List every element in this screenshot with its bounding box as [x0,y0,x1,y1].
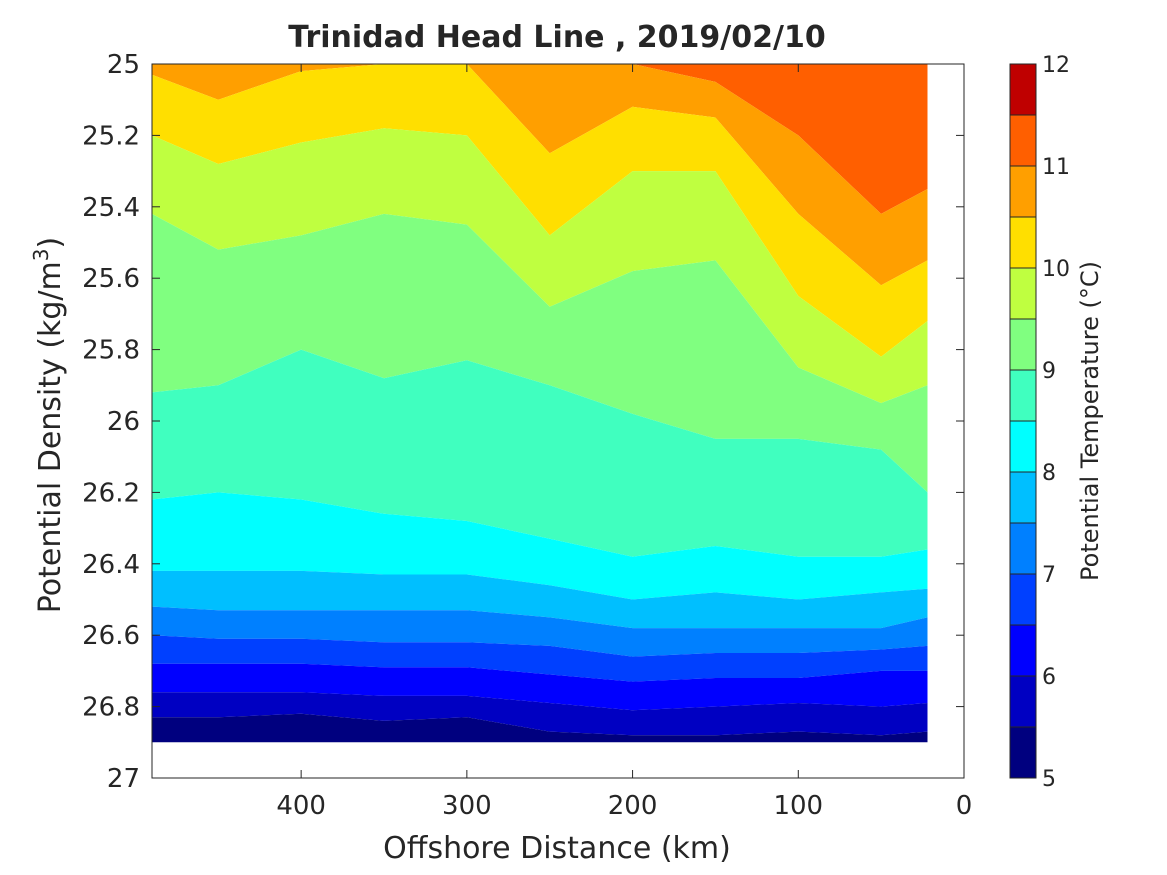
contour-band-9 [152,635,928,682]
y-tick-label: 26.8 [82,693,140,723]
colorbar-swatch [1010,625,1036,677]
y-axis-label-text: Potential Density (kg/m [33,261,68,613]
y-tick-label: 26.2 [82,478,140,508]
chart-title: Trinidad Head Line , 2019/02/10 [288,20,825,55]
colorbar-swatch [1010,421,1036,473]
colorbar-tick-label: 12 [1042,53,1070,78]
contour-band-1 [152,64,928,286]
contour-band-2 [152,64,928,357]
contour-band-12 [152,713,928,743]
y-tick-label: 25.6 [82,264,140,294]
colorbar-swatch [1010,217,1036,269]
contour-band-10 [152,663,928,711]
contour-band-11 [152,692,928,736]
contour-fill-layer [152,64,928,743]
colorbar-swatch [1010,115,1036,167]
colorbar-tick-label: 6 [1042,665,1056,690]
colorbar-swatch [1010,472,1036,524]
colorbar: 5 6 7 8 9 10 11 12 [1009,53,1070,792]
y-axis-label-close: ) [33,237,68,249]
colorbar-swatch [1010,676,1036,728]
x-tick-label: 0 [956,791,973,821]
x-tick-label: 200 [608,791,658,821]
colorbar-swatch [1010,727,1036,779]
colorbar-tick-label: 11 [1042,155,1070,180]
contour-band-0 [152,64,928,214]
colorbar-frame [1009,63,1037,779]
contour-band-4 [152,213,928,493]
contour-band-3 [152,128,928,404]
y-tick-label: 25.8 [82,336,140,366]
colorbar-swatch [1010,319,1036,371]
x-axis-label: Offshore Distance (km) [383,831,731,866]
colorbar-tick-label: 5 [1042,767,1056,792]
colorbar-tick-label: 8 [1042,461,1056,486]
y-tick-label: 26.6 [82,621,140,651]
colorbar-swatch [1010,268,1036,320]
contour-band-6 [152,492,928,600]
y-tick-label: 25.4 [82,193,140,223]
y-axis-label: Potential Density (kg/m3) [29,237,68,613]
colorbar-label: Potential Temperature (°C) [1076,261,1104,581]
x-tick-label: 100 [773,791,823,821]
colorbar-swatch [1010,64,1036,116]
contour-band-8 [152,606,928,657]
colorbar-swatch [1010,574,1036,626]
y-tick-label: 25 [107,50,140,80]
y-axis-label-superscript: 3 [29,248,53,261]
colorbar-swatch [1010,523,1036,575]
y-axis: 25 25.2 25.4 25.6 25.8 26 26.2 26.4 26.6 26.8 27 [82,50,964,794]
colorbar-swatch [1010,370,1036,422]
colorbar-tick-label: 10 [1042,257,1070,282]
contour-band-5 [152,349,928,557]
x-tick-label: 400 [276,791,326,821]
y-tick-label: 25.2 [82,121,140,151]
y-tick-label: 26.4 [82,550,140,580]
colorbar-tick-label: 9 [1042,359,1056,384]
x-tick-label: 300 [442,791,492,821]
y-tick-label: 27 [107,764,140,794]
contour-band-7 [152,570,928,629]
colorbar-swatch [1010,166,1036,218]
x-axis: 400 300 200 100 0 [276,64,972,821]
colorbar-tick-label: 7 [1042,563,1056,588]
y-tick-label: 26 [107,407,140,437]
